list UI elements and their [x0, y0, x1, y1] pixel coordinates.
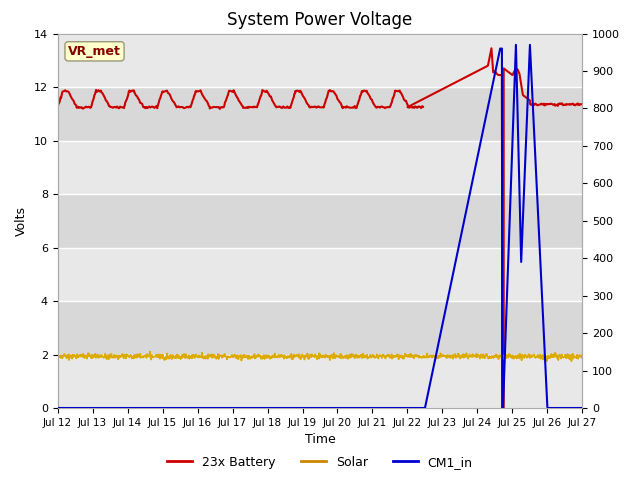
- Bar: [58, 194, 582, 248]
- Bar: [58, 34, 582, 87]
- Text: VR_met: VR_met: [68, 45, 121, 58]
- Bar: [58, 301, 582, 355]
- Bar: [58, 141, 582, 194]
- Bar: [58, 248, 582, 301]
- Bar: [58, 87, 582, 141]
- Bar: [58, 355, 582, 408]
- Legend: 23x Battery, Solar, CM1_in: 23x Battery, Solar, CM1_in: [163, 451, 477, 474]
- Y-axis label: Volts: Volts: [15, 206, 28, 236]
- Title: System Power Voltage: System Power Voltage: [227, 11, 413, 29]
- X-axis label: Time: Time: [305, 433, 335, 446]
